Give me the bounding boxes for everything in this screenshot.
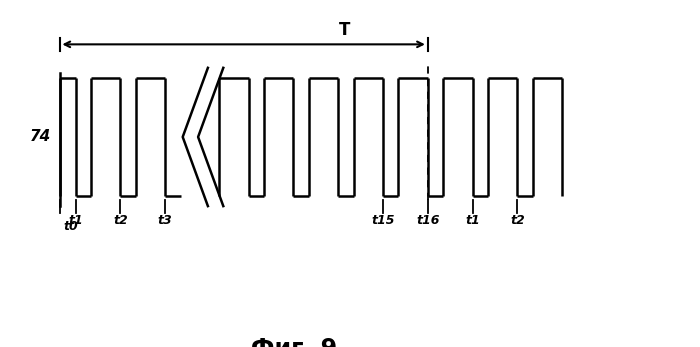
Text: t2: t2 xyxy=(113,214,128,227)
Text: T: T xyxy=(339,21,350,39)
Text: 74: 74 xyxy=(30,129,51,144)
Text: t0: t0 xyxy=(63,220,78,234)
Text: t1: t1 xyxy=(69,214,83,227)
Text: t15: t15 xyxy=(371,214,395,227)
Text: t2: t2 xyxy=(510,214,525,227)
Text: t3: t3 xyxy=(158,214,173,227)
Text: t16: t16 xyxy=(416,214,440,227)
Text: Фиг. 9: Фиг. 9 xyxy=(251,337,337,347)
Text: t1: t1 xyxy=(466,214,480,227)
